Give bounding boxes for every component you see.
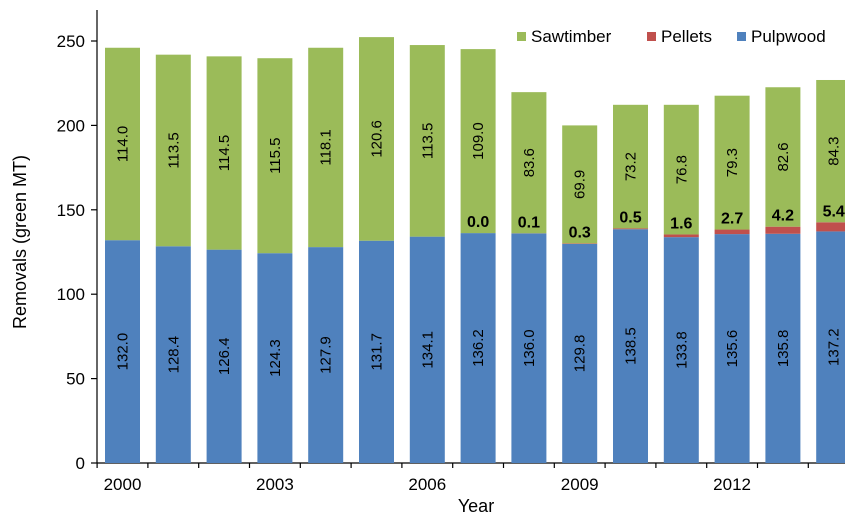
bar-sawtimber (765, 87, 801, 227)
bar-label-pulpwood: 124.3 (267, 339, 284, 377)
bar-sawtimber (359, 37, 394, 241)
bar-label-sawtimber: 115.5 (267, 137, 284, 173)
y-axis-title: Removals (green MT) (10, 155, 30, 329)
bar-pulpwood (663, 237, 699, 463)
bar-label-pellets: 4.2 (772, 208, 794, 225)
bar-sawtimber (257, 58, 293, 254)
bar-sawtimber (206, 56, 242, 250)
y-tick-label: 100 (57, 285, 85, 304)
bar-sawtimber (308, 47, 344, 248)
bar-sawtimber (663, 104, 699, 235)
legend-label-sawtimber: Sawtimber (531, 27, 612, 46)
legend: Sawtimber Pellets Pulpwood (517, 27, 826, 46)
bar-labels: 132.0 114.0 128.4 113.5 126.4 114.5 124.3 115.5… (115, 120, 845, 377)
bar-pulpwood (155, 246, 191, 463)
bar-pulpwood (105, 240, 140, 463)
bar-label-sawtimber: 114.0 (115, 126, 132, 162)
bar-label-pellets: 0.3 (569, 224, 591, 241)
bar-sawtimber (511, 92, 547, 234)
bar-label-sawtimber: 113.5 (419, 123, 436, 159)
bar-pulpwood (409, 236, 445, 463)
bar-sawtimber (105, 47, 140, 241)
bar-label-pulpwood: 136.2 (470, 329, 487, 367)
bar-pulpwood (257, 253, 293, 463)
bar-pulpwood (511, 233, 547, 463)
bar-sawtimber (816, 79, 845, 223)
bar-pulpwood (359, 240, 394, 463)
bar-pulpwood (765, 233, 801, 463)
bar-sawtimber (562, 125, 598, 244)
bar-pellets (663, 234, 699, 238)
bar-label-pellets: 0.1 (518, 214, 540, 231)
bar-pulpwood (714, 234, 750, 463)
bar-label-sawtimber: 120.6 (369, 120, 386, 158)
bar-pellets (816, 222, 845, 232)
bar-pellets (765, 226, 801, 234)
bar-label-sawtimber: 76.8 (673, 155, 690, 184)
legend-swatch-pulpwood (737, 32, 746, 41)
bar-label-pulpwood: 126.4 (216, 338, 233, 376)
y-tick-label: 200 (57, 116, 85, 135)
bar-label-sawtimber: 118.1 (318, 129, 335, 165)
bar-pulpwood (816, 231, 845, 463)
bar-pellets (714, 229, 750, 235)
bar-pellets (562, 243, 598, 244)
bar-pulpwood (460, 233, 496, 463)
bar-label-sawtimber: 83.6 (521, 148, 538, 177)
bar-label-pulpwood: 135.8 (775, 330, 792, 368)
y-tick-label: 250 (57, 32, 85, 51)
bar-label-pellets: 2.7 (721, 211, 743, 228)
bar-label-pellets: 5.4 (823, 203, 845, 220)
y-tick-label: 0 (76, 454, 85, 473)
bar-label-pellets: 0.5 (619, 209, 641, 226)
x-tick-label: 2009 (561, 475, 599, 494)
y-tick-label: 50 (66, 370, 85, 389)
bar-label-sawtimber: 113.5 (165, 132, 182, 168)
bar-label-sawtimber: 114.5 (216, 135, 233, 171)
bar-sawtimber (460, 49, 496, 234)
bar-label-sawtimber: 84.3 (826, 137, 843, 166)
bar-label-sawtimber: 79.3 (724, 148, 741, 177)
bar-pulpwood (308, 247, 344, 463)
bar-sawtimber (155, 54, 191, 247)
bar-pulpwood (613, 229, 648, 463)
bar-label-sawtimber: 82.6 (775, 142, 792, 171)
bar-pulpwood (206, 249, 242, 463)
bar-label-pulpwood: 133.8 (673, 331, 690, 369)
bar-sawtimber (409, 45, 445, 237)
x-tick-label: 2012 (713, 475, 751, 494)
x-tick-label: 2003 (256, 475, 294, 494)
bars (105, 37, 845, 463)
x-axis: 2000 2003 2006 2009 2012 (96, 462, 845, 494)
bar-label-sawtimber: 73.2 (623, 152, 640, 181)
bar-sawtimber (613, 104, 648, 229)
bar-label-pellets: 0.0 (467, 214, 489, 231)
bar-pulpwood (562, 243, 598, 463)
legend-label-pulpwood: Pulpwood (751, 27, 826, 46)
legend-swatch-sawtimber (517, 32, 526, 41)
bar-label-pulpwood: 138.5 (623, 327, 640, 365)
x-tick-label: 2000 (104, 475, 142, 494)
bar-label-sawtimber: 109.0 (470, 122, 487, 160)
bar-label-pulpwood: 136.0 (521, 329, 538, 367)
legend-swatch-pellets (647, 32, 656, 41)
bar-label-pulpwood: 128.4 (165, 336, 182, 374)
x-axis-title: Year (458, 496, 494, 516)
bar-label-pulpwood: 134.1 (419, 331, 436, 369)
y-tick-label: 150 (57, 201, 85, 220)
bar-label-pulpwood: 137.2 (826, 328, 843, 366)
x-tick-label: 2006 (408, 475, 446, 494)
bar-label-pulpwood: 127.9 (318, 336, 335, 374)
bar-label-pulpwood: 129.8 (572, 335, 589, 373)
bar-sawtimber (714, 95, 750, 230)
bar-label-pulpwood: 132.0 (115, 333, 132, 371)
bar-label-pulpwood: 131.7 (369, 333, 386, 371)
legend-label-pellets: Pellets (661, 27, 712, 46)
bar-pellets (613, 228, 648, 230)
y-axis: 0 50 100 150 200 250 (57, 10, 98, 473)
bar-label-sawtimber: 69.9 (572, 170, 589, 199)
bar-label-pulpwood: 135.6 (724, 330, 741, 368)
bar-label-pellets: 1.6 (670, 215, 692, 232)
